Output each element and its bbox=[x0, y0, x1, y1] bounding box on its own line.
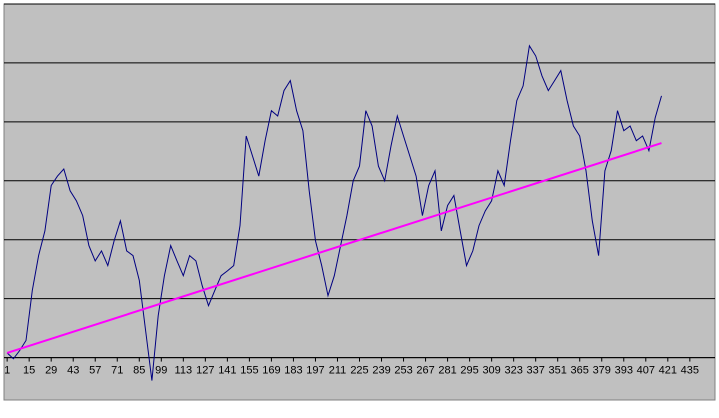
x-tick-label: 211 bbox=[329, 364, 347, 376]
x-tick-label: 239 bbox=[372, 364, 390, 376]
x-tick-label: 309 bbox=[482, 364, 500, 376]
x-tick-label: 407 bbox=[637, 364, 655, 376]
x-tick-label: 253 bbox=[394, 364, 412, 376]
x-tick-label: 57 bbox=[89, 364, 101, 376]
x-tick-label: 421 bbox=[659, 364, 677, 376]
data-line bbox=[6, 142, 662, 354]
x-tick-label: 71 bbox=[111, 364, 123, 376]
x-tick-label: 393 bbox=[615, 364, 633, 376]
plot-area bbox=[3, 3, 716, 401]
x-tick-label: 435 bbox=[681, 364, 699, 376]
x-tick-label: 1 bbox=[4, 364, 10, 376]
x-tick-label: 127 bbox=[196, 364, 214, 376]
x-tick-label: 365 bbox=[571, 364, 589, 376]
x-tick-label: 351 bbox=[549, 364, 567, 376]
x-tick-label: 197 bbox=[306, 364, 324, 376]
x-tick-label: 113 bbox=[175, 364, 193, 376]
x-tick-label: 15 bbox=[23, 364, 35, 376]
x-tick-label: 183 bbox=[284, 364, 302, 376]
x-tick-label: 141 bbox=[218, 364, 236, 376]
x-tick-label: 281 bbox=[438, 364, 456, 376]
x-tick-label: 169 bbox=[262, 364, 280, 376]
x-tick-label: 379 bbox=[593, 364, 611, 376]
x-tick-label: 29 bbox=[45, 364, 57, 376]
x-tick-label: 43 bbox=[67, 364, 79, 376]
x-tick-label: 267 bbox=[416, 364, 434, 376]
data-line bbox=[6, 44, 662, 381]
x-tick-label: 225 bbox=[350, 364, 368, 376]
x-tick-label: 155 bbox=[240, 364, 258, 376]
x-tick-label: 85 bbox=[133, 364, 145, 376]
x-tick-label: 323 bbox=[504, 364, 522, 376]
x-tick-label: 99 bbox=[155, 364, 167, 376]
x-tick-label: 295 bbox=[460, 364, 478, 376]
x-tick-label: 337 bbox=[526, 364, 544, 376]
